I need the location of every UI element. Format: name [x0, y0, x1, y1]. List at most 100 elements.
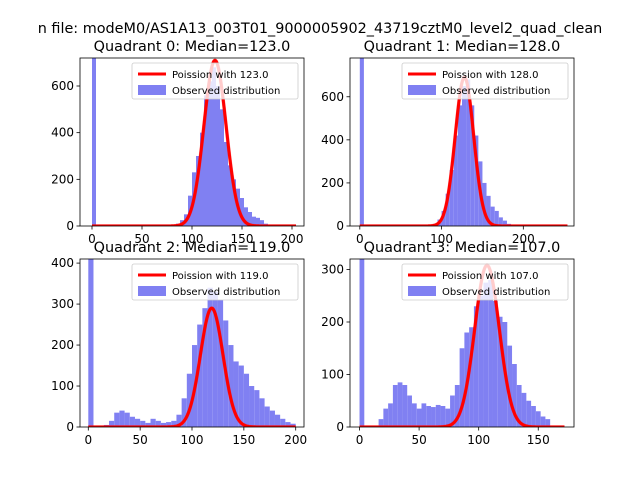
histogram-bar	[535, 411, 541, 427]
histogram-bar	[249, 386, 255, 427]
subplot-title: Quadrant 3: Median=107.0	[364, 240, 561, 256]
histogram-bar	[233, 361, 239, 427]
histogram-bar	[119, 410, 125, 427]
y-tick-label: 100	[321, 368, 344, 382]
histogram-bar	[228, 165, 232, 226]
histogram-bar	[252, 216, 256, 226]
legend-box	[131, 263, 299, 301]
histogram-bar	[502, 220, 507, 226]
y-tick-label: 0	[336, 420, 344, 434]
y-tick-label: 600	[321, 90, 344, 104]
histogram-bar	[264, 406, 270, 427]
histogram-bar	[454, 385, 460, 427]
legend-patch-swatch	[138, 85, 166, 95]
legend-box	[401, 62, 569, 100]
axes-frame	[349, 258, 575, 428]
legend-entry-poisson: Poission with 119.0	[172, 271, 268, 282]
histogram-bar	[450, 395, 455, 427]
y-tick-label: 300	[51, 297, 74, 311]
histogram-bar	[492, 301, 498, 427]
y-tick-label: 200	[321, 315, 344, 329]
legend-entry-observed: Observed distribution	[172, 86, 280, 97]
legend-entry-poisson: Poission with 128.0	[442, 70, 538, 81]
histogram-bar	[254, 390, 260, 427]
x-tick-label: 0	[88, 232, 96, 246]
x-tick-label: 0	[356, 433, 364, 447]
x-tick-label: 100	[181, 433, 204, 447]
y-tick-label: 400	[321, 133, 344, 147]
legend: Poission with 107.0 Observed distribution	[401, 263, 569, 301]
histogram-bar	[494, 210, 499, 226]
x-tick-label: 150	[527, 433, 550, 447]
histogram-bar	[150, 418, 156, 427]
histogram-bar	[469, 327, 474, 427]
histogram-bar	[457, 105, 462, 226]
legend-entry-observed: Observed distribution	[442, 86, 550, 97]
histogram-bar	[88, 259, 94, 427]
x-tick-label: 150	[231, 232, 254, 246]
histogram-bar	[109, 420, 115, 427]
histogram-bar	[473, 306, 479, 427]
subplot-quadrant-1: 0 100 200 0 200 400 600 Poission with 128.0 Obse…	[321, 39, 575, 246]
histogram-bar	[466, 79, 471, 226]
histogram-bar	[490, 206, 495, 226]
subplot-quadrant-3: 0 50 100 150 0 100 200 300 Poission with 107.0 Ob…	[321, 240, 575, 447]
legend-entry-poisson: Poission with 123.0	[172, 70, 268, 81]
x-tick-label: 100	[467, 433, 490, 447]
histogram-bar	[124, 412, 130, 427]
legend: Poission with 123.0 Observed distribution	[131, 62, 299, 100]
histogram-bar	[248, 212, 252, 226]
figure-suptitle: n file: modeM0/AS1A13_003T01_9000005902_…	[38, 21, 603, 37]
histogram-bar	[507, 345, 513, 427]
histogram-bar	[462, 86, 467, 226]
histogram-bar	[483, 282, 489, 427]
histogram-bar	[244, 207, 248, 226]
histogram-bar	[155, 420, 161, 427]
y-tick-label: 100	[51, 379, 74, 393]
y-tick-label: 300	[321, 263, 344, 277]
histogram-bar	[200, 132, 204, 226]
histogram-bar	[474, 135, 479, 226]
subplot-quadrant-2: 0 50 100 150 200 0 100 200 300 400 Poission with 1…	[51, 240, 307, 447]
plot-area	[359, 259, 565, 427]
histogram-bar	[498, 217, 503, 226]
subplot-quadrant-0: 0 50 100 150 200 0 200 400 600 Poission with 123.…	[51, 39, 305, 246]
histogram-bar	[181, 398, 187, 427]
histogram-bar	[488, 280, 493, 427]
histogram-bar	[440, 406, 446, 427]
legend: Poission with 128.0 Observed distribution	[401, 62, 569, 100]
histogram-bar	[402, 385, 408, 427]
legend-entry-observed: Observed distribution	[172, 287, 280, 298]
histogram-bar	[383, 408, 389, 427]
histogram-bar	[531, 406, 536, 427]
subplot-title: Quadrant 1: Median=128.0	[364, 39, 561, 55]
x-tick-label: 200	[284, 433, 307, 447]
histogram-bar	[186, 373, 192, 427]
histogram-bar	[290, 423, 296, 427]
histogram-bar	[512, 364, 517, 427]
y-tick-label: 400	[51, 256, 74, 270]
histogram-bar	[220, 109, 224, 226]
histogram-bar	[260, 220, 264, 226]
histogram-bar	[232, 179, 236, 226]
histogram-bar	[285, 422, 291, 427]
histogram-bar	[243, 373, 250, 427]
axes-frame	[349, 57, 575, 227]
histogram-bar	[407, 395, 412, 427]
histogram-bar	[224, 142, 228, 226]
histogram-bar	[478, 295, 484, 427]
histogram-bar	[259, 398, 265, 427]
histogram-bar	[435, 404, 441, 427]
histogram-bar	[196, 156, 200, 226]
histogram-bar	[114, 412, 120, 427]
x-tick-label: 200	[281, 232, 304, 246]
histogram-bar	[202, 308, 208, 427]
histogram-bar	[134, 418, 141, 427]
legend-box	[131, 62, 299, 100]
legend-patch-swatch	[408, 85, 436, 95]
histogram-bar	[145, 422, 151, 427]
histogram-bar	[445, 408, 451, 427]
histogram-bar	[441, 210, 446, 226]
histogram-bar	[92, 58, 96, 226]
